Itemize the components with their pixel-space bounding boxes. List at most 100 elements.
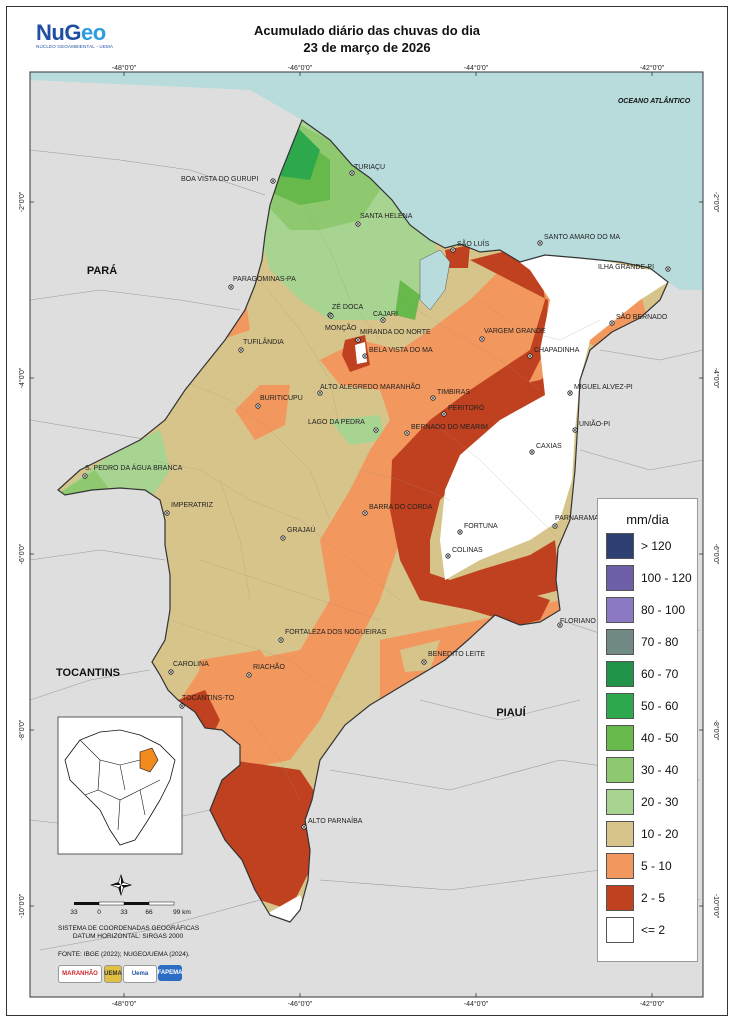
- inset-maranhao: [139, 747, 159, 773]
- legend-label: <= 2: [641, 923, 666, 937]
- legend-label: 40 - 50: [641, 731, 679, 745]
- city-marker: PARAGOMINAS-PA: [228, 276, 296, 290]
- title-line-1: Acumulado diário das chuvas do dia: [253, 23, 481, 38]
- legend-swatch: [606, 917, 634, 943]
- legend-label: 2 - 5: [641, 891, 666, 905]
- city-label: BERNADO DO MEARIM: [411, 424, 488, 431]
- city-marker: ALTO PARNAÍBA: [301, 816, 363, 830]
- lon-label-top: -48°0'0": [112, 64, 137, 72]
- legend-swatch: [606, 757, 634, 783]
- lat-label-right: -8°0'0": [712, 720, 720, 741]
- city-label: ILHA GRANDE-PI: [598, 264, 654, 271]
- city-marker: BOA VISTA DO GURUPI: [181, 176, 276, 184]
- region-labels: OCEANO ATLÂNTICO PARÁ TOCANTINS PIAUÍ: [56, 96, 691, 719]
- city-marker: PERITORÓ: [441, 403, 485, 417]
- city-label: ALTO ALEGREDO MARANHÃO: [320, 382, 421, 391]
- city-label: S. PEDRO DA ÁGUA BRANCA: [85, 463, 183, 472]
- city-dot-center: [481, 338, 483, 340]
- city-marker: TOCANTINS-TO: [179, 695, 235, 709]
- graticule-labels: -48°0'0" -46°0'0" -44°0'0" -42°0'0" -48°…: [18, 64, 720, 1008]
- legend-swatch: [606, 789, 634, 815]
- scale-tick: 0: [97, 909, 101, 916]
- ocean-area: [30, 72, 703, 290]
- city-label: BOA VISTA DO GURUPI: [181, 176, 258, 183]
- ocean-label: OCEANO ATLÂNTICO: [618, 96, 691, 105]
- city-label: CHAPADINHA: [534, 347, 580, 354]
- sponsor-logo: MARANHÃO: [58, 965, 102, 983]
- legend-swatch: [606, 693, 634, 719]
- city-dot-center: [257, 405, 259, 407]
- lat-label-right: -2°0'0": [712, 192, 720, 213]
- piaui-label: PIAUÍ: [496, 706, 526, 719]
- city-label: MIGUEL ALVEZ-PI: [574, 384, 633, 391]
- city-label: CAJARI: [373, 311, 398, 318]
- city-marker: SANTO AMARO DO MA: [537, 234, 620, 246]
- sponsor-logo: Uema: [123, 965, 157, 983]
- city-label: LAGO DA PEDRA: [308, 419, 365, 426]
- city-marker: ALTO ALEGREDO MARANHÃO: [317, 382, 421, 396]
- legend-swatch: [606, 853, 634, 879]
- city-dot-center: [84, 475, 86, 477]
- city-dot-center: [452, 249, 454, 251]
- scale-bar: 33 0 33 66 99 km: [70, 901, 191, 916]
- city-dot-center: [569, 392, 571, 394]
- city-label: MONÇÃO: [325, 323, 357, 332]
- city-marker: VARGEM GRANDE: [479, 328, 546, 342]
- city-marker: CAROLINA: [168, 661, 209, 675]
- city-marker: SÃO LUÍS: [450, 239, 490, 253]
- legend-label: > 120: [641, 539, 672, 553]
- city-label: COLINAS: [452, 547, 483, 554]
- legend-swatch: [606, 533, 634, 559]
- city-marker: COLINAS: [445, 547, 483, 559]
- source-note: FONTE: IBGE (2022); NUGEO/UEMA (2024).: [58, 951, 190, 958]
- lon-label-bottom: -46°0'0": [288, 1000, 313, 1008]
- city-label: SANTO AMARO DO MA: [544, 234, 620, 241]
- city-label: BARRA DO CORDA: [369, 504, 433, 511]
- map-border: [29, 71, 704, 998]
- lon-label-top: -44°0'0": [464, 64, 489, 72]
- header: NuGeo NÚCLEO GEOAMBIENTAL - UEMA Acumula…: [6, 6, 728, 66]
- city-marker: FORTUNA: [457, 523, 498, 535]
- city-label: UNIÃO-PI: [579, 419, 610, 428]
- city-dot-center: [280, 639, 282, 641]
- city-label: IMPERATRIZ: [171, 502, 214, 509]
- legend: mm/dia > 120 100 - 120 80 - 100 70 - 80 60 -…: [597, 498, 698, 962]
- scale-tick: 33: [120, 909, 128, 916]
- city-label: BELA VISTA DO MA: [369, 347, 433, 354]
- legend-label: 80 - 100: [641, 603, 686, 617]
- legend-label: 70 - 80: [641, 635, 679, 649]
- legend-label: 100 - 120: [641, 571, 692, 585]
- city-dot-center: [166, 512, 168, 514]
- city-marker: CHAPADINHA: [527, 347, 580, 359]
- city-marker: MIGUEL ALVEZ-PI: [567, 384, 633, 396]
- city-dot-center: [351, 172, 353, 174]
- city-dot-center: [531, 451, 533, 453]
- maranhao-border: [57, 119, 669, 923]
- legend-label: 30 - 40: [641, 763, 679, 777]
- legend-item: 30 - 40: [606, 757, 696, 783]
- nugeo-logo: NuGeo NÚCLEO GEOAMBIENTAL - UEMA: [36, 20, 114, 49]
- city-dot-center: [248, 674, 250, 676]
- city-label: PARAGOMINAS-PA: [233, 276, 296, 283]
- city-marker: FLORIANO: [557, 618, 596, 628]
- city-dot-center: [529, 355, 531, 357]
- city-markers: TURIAÇU BOA VISTA DO GURUPI SANTA HELENA SÃ…: [82, 164, 671, 830]
- coordinate-system: SISTEMA DE COORDENADAS GEOGRÁFICAS DATUM…: [58, 925, 200, 940]
- lon-label-top: -46°0'0": [288, 64, 313, 72]
- legend-item: > 120: [606, 533, 696, 559]
- city-dot-center: [611, 322, 613, 324]
- legend-item: 2 - 5: [606, 885, 696, 911]
- sao-marcos-bay: [419, 249, 451, 311]
- legend-item: 80 - 100: [606, 597, 696, 623]
- city-marker: BENEDITO LEITE: [421, 651, 485, 665]
- city-marker: BELA VISTA DO MA: [362, 347, 433, 359]
- city-dot-center: [423, 661, 425, 663]
- city-dot-center: [181, 705, 183, 707]
- city-marker: SÃO BERNADO: [609, 312, 668, 326]
- city-dot-center: [447, 555, 449, 557]
- legend-item: 50 - 60: [606, 693, 696, 719]
- city-marker: IMPERATRIZ: [164, 502, 214, 516]
- legend-label: 50 - 60: [641, 699, 679, 713]
- city-dot-center: [459, 531, 461, 533]
